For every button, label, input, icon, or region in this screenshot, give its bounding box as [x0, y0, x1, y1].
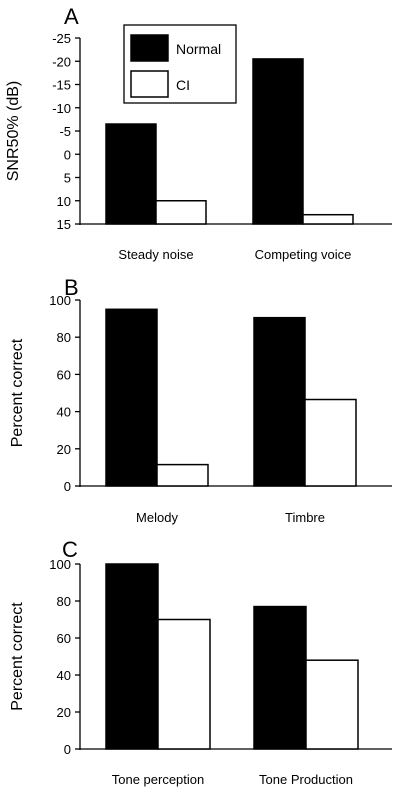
category-label: Tone Production [259, 772, 353, 787]
bar-ci-2 [305, 659, 359, 750]
y-tick-label: 0 [64, 479, 71, 494]
bar-normal-1 [105, 563, 159, 750]
bar-ci-1 [156, 463, 209, 487]
y-tick-label: 5 [64, 171, 71, 186]
y-tick-label: -10 [52, 101, 71, 116]
y-tick-label: -25 [52, 31, 71, 46]
y-tick-label: 40 [57, 405, 71, 420]
category-label: Timbre [285, 510, 325, 525]
y-tick-label: 80 [57, 594, 71, 609]
legend-swatch-ci [130, 70, 169, 98]
bar-ci-2 [304, 398, 357, 487]
y-tick-label: 0 [64, 742, 71, 757]
y-tick-label: -20 [52, 54, 71, 69]
y-axis-label: SNR50% (dB) [5, 81, 22, 181]
panel-a: A SNR50% (dB) -25 -20 -15 -10 -5 0 5 10 15 Steady n… [5, 4, 392, 262]
bar-ci-1 [155, 200, 207, 225]
y-axis-label: Percent correct [9, 338, 26, 447]
panel-letter: C [62, 537, 78, 562]
bar-ci-2 [302, 213, 354, 225]
legend: Normal CI [123, 24, 237, 104]
legend-label-ci: CI [176, 77, 190, 93]
y-tick-label: 60 [57, 367, 71, 382]
bar-normal-2 [252, 58, 304, 225]
y-tick-label: 40 [57, 668, 71, 683]
y-tick-label: 100 [49, 557, 71, 572]
y-tick-label: -15 [52, 78, 71, 93]
bar-normal-1 [105, 308, 158, 487]
bar-normal-2 [253, 605, 307, 750]
panel-letter: A [64, 4, 79, 29]
bar-ci-1 [157, 618, 211, 750]
legend-label-normal: Normal [176, 41, 221, 57]
y-tick-label: 15 [57, 217, 71, 232]
y-tick-label: 20 [57, 705, 71, 720]
panel-b: B Percent correct 0 20 40 60 80 100 Melody Timbre [9, 275, 392, 525]
y-tick-label: 0 [64, 147, 71, 162]
panel-c: C Percent correct 0 20 40 60 80 100 Tone percept… [9, 537, 392, 787]
y-tick-label: -5 [59, 124, 71, 139]
bar-normal-2 [253, 316, 306, 487]
y-tick-label: 60 [57, 631, 71, 646]
y-tick-label: 80 [57, 330, 71, 345]
legend-swatch-normal [130, 34, 169, 62]
bar-normal-1 [105, 123, 157, 225]
y-tick-label: 20 [57, 442, 71, 457]
category-label: Steady noise [118, 247, 193, 262]
y-tick-label: 10 [57, 194, 71, 209]
y-tick-label: 100 [49, 293, 71, 308]
category-label: Competing voice [255, 247, 352, 262]
y-axis-label: Percent correct [9, 602, 26, 711]
category-label: Melody [136, 510, 178, 525]
category-label: Tone perception [112, 772, 205, 787]
panel-letter: B [64, 275, 79, 300]
